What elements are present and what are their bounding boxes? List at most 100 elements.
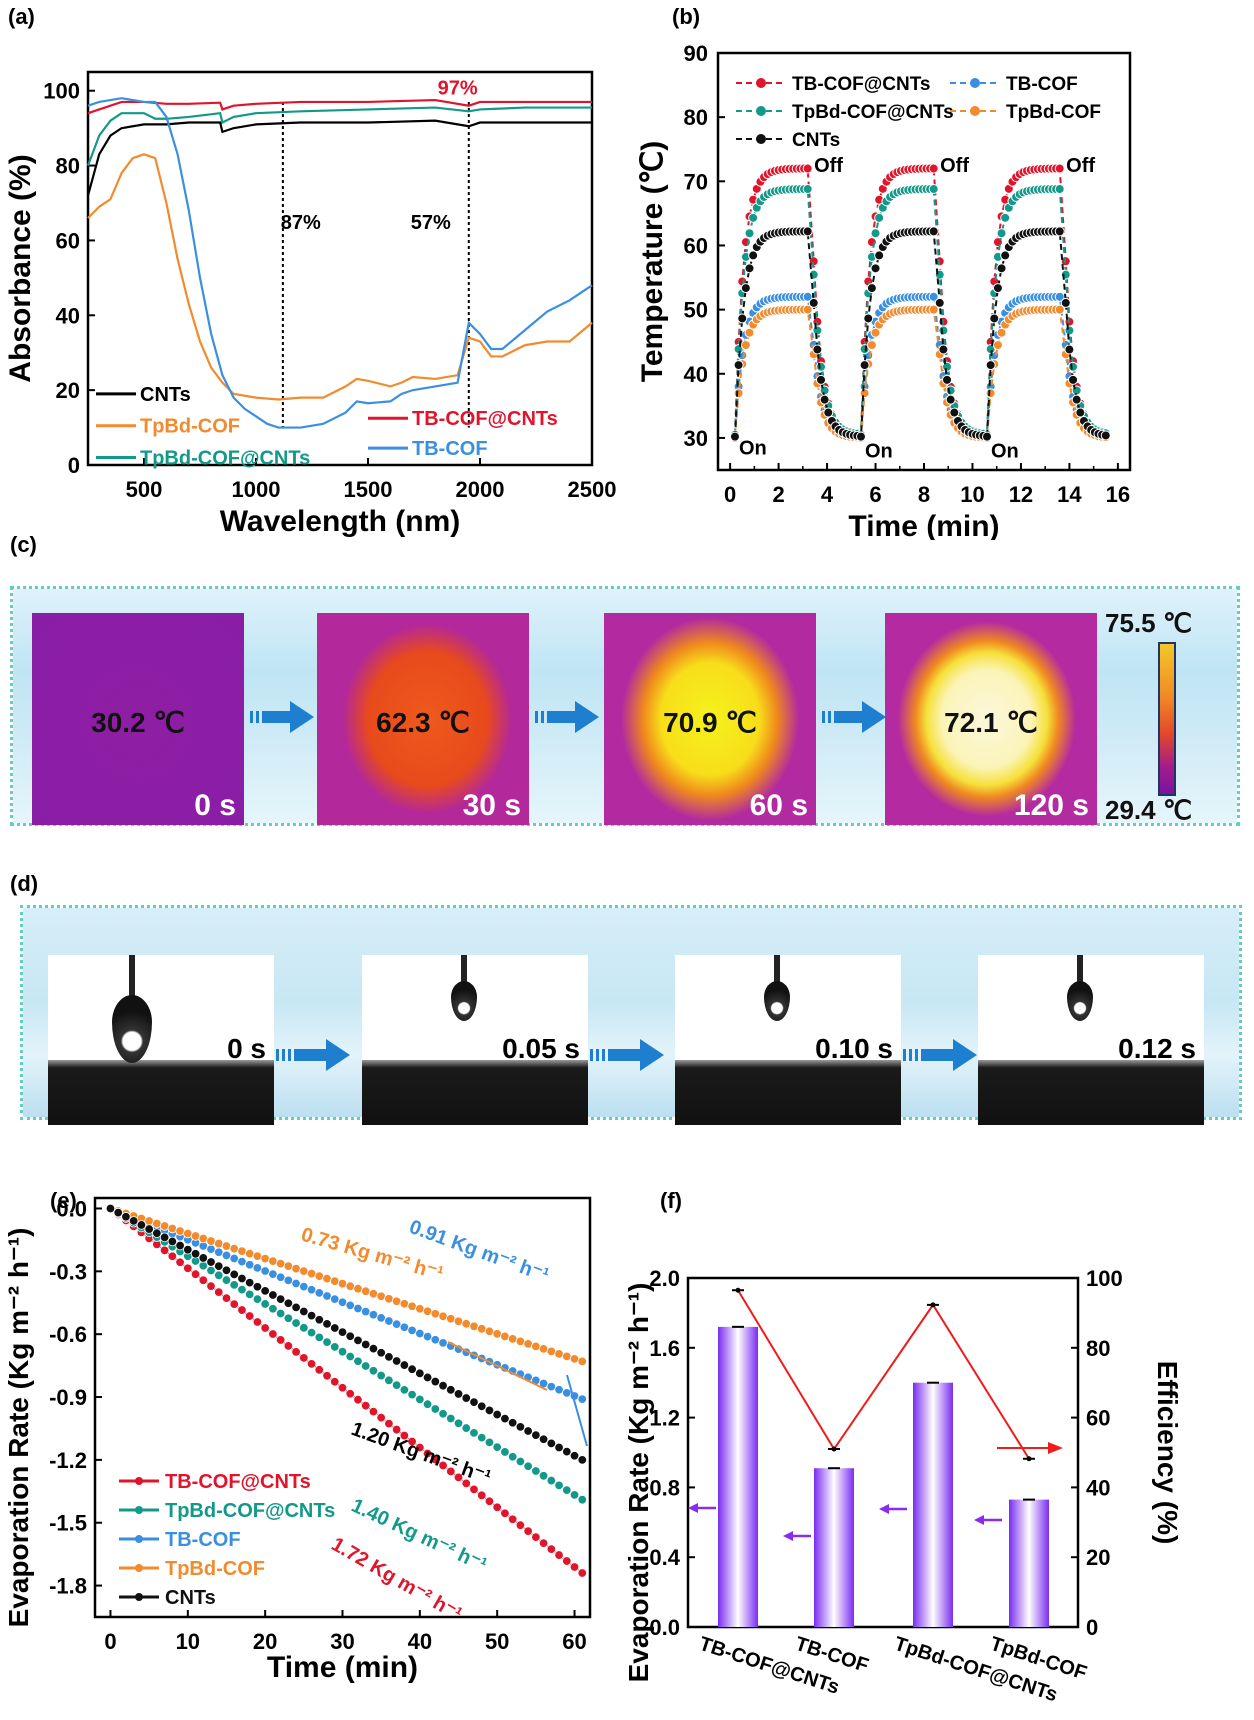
data-point-tpbd-cof-cnts [569, 1490, 580, 1500]
droplet-image: 0.12 s [978, 955, 1204, 1125]
droplet-time-label: 0.10 s [815, 1033, 893, 1064]
data-point-tb-cof-cnts [515, 1520, 526, 1530]
data-point-cnts [453, 1389, 464, 1399]
data-point-cnts [855, 431, 866, 442]
data-point-tb-cof-cnts [469, 1484, 479, 1495]
x-tick-label: 2 [772, 482, 784, 507]
data-point-tpbd-cof-cnts [515, 1456, 526, 1467]
data-point-cnts [221, 1265, 232, 1275]
data-point-tpbd-cof-cnts [361, 1361, 371, 1371]
annotation-arrow [566, 1374, 588, 1447]
data-point-tpbd-cof [538, 1344, 549, 1354]
data-point-tpbd-cof [221, 1241, 232, 1251]
data-point-cnts [577, 1455, 587, 1465]
data-point-cnts [1071, 394, 1082, 405]
data-point-cnts [945, 394, 956, 405]
data-point-tb-cof [1054, 291, 1065, 302]
series-line-tb-cof [733, 295, 1106, 436]
data-point-cnts [306, 1310, 317, 1321]
x-axis-label: Wavelength (nm) [220, 505, 461, 538]
data-point-tpbd-cof-cnts [275, 1308, 286, 1319]
data-point-tpbd-cof [337, 1278, 348, 1289]
data-point-tb-cof [275, 1272, 286, 1282]
data-point-cnts [531, 1430, 541, 1440]
data-point-cnts [546, 1438, 557, 1449]
data-point-tb-cof [322, 1291, 332, 1301]
data-point-cnts [538, 1434, 549, 1444]
annotation-off: Off [814, 155, 843, 177]
data-point-tb-cof-cnts [546, 1544, 557, 1554]
data-point-tpbd-cof-cnts [221, 1275, 232, 1285]
data-point-cnts [275, 1294, 286, 1304]
annotation-on: On [739, 437, 767, 459]
thermal-time-label: 120 s [1013, 789, 1089, 822]
data-point-cnts [1000, 250, 1011, 261]
y2-tick-label: 80 [1086, 1336, 1110, 1361]
data-point-tb-cof-cnts [268, 1329, 278, 1339]
thermal-image: 70.9 ℃ 60 s [604, 613, 816, 825]
data-point-tb-cof-cnts [531, 1532, 541, 1542]
data-point-tpbd-cof [531, 1341, 541, 1352]
data-point-tb-cof-cnts [492, 1502, 502, 1512]
data-point-cnts [121, 1212, 131, 1222]
data-point-cnts [729, 431, 740, 442]
y-tick-label: 80 [56, 154, 80, 179]
y2-tick-label: 100 [1086, 1266, 1123, 1291]
data-point-cnts [812, 344, 823, 355]
data-point-tb-cof [407, 1325, 417, 1336]
data-point-tpbd-cof-cnts [353, 1356, 363, 1366]
data-point-tpbd-cof [740, 340, 751, 351]
data-point-tpbd-cof [507, 1334, 518, 1344]
right-arrow-icon [822, 701, 886, 733]
data-point-cnts [314, 1315, 324, 1325]
data-point-tb-cof-cnts [399, 1430, 410, 1441]
data-point-tb-cof-cnts [361, 1400, 371, 1411]
x-tick-label: 1000 [232, 477, 281, 502]
panel-label-f: (f) [660, 1188, 682, 1213]
data-point-cnts [989, 313, 1000, 324]
x-tick-label: 6 [869, 482, 881, 507]
data-point-tb-cof [802, 291, 813, 302]
data-point-tpbd-cof-cnts [1000, 212, 1011, 223]
data-point-tb-cof-cnts [484, 1496, 495, 1506]
data-point-tpbd-cof [353, 1284, 363, 1294]
data-point-tpbd-cof-cnts [744, 228, 755, 239]
category-label: TpBd-COF@CNTs [891, 1633, 1060, 1707]
data-point-tb-cof-cnts [221, 1293, 232, 1303]
data-point-tb-cof [252, 1263, 263, 1273]
data-point-tpbd-cof-cnts [546, 1475, 557, 1486]
data-point-tpbd-cof-cnts [577, 1494, 587, 1505]
data-point-tpbd-cof [183, 1228, 193, 1239]
data-point-tpbd-cof-cnts [484, 1437, 495, 1448]
data-point-tpbd-cof-cnts [206, 1265, 216, 1276]
data-point-tb-cof-cnts [252, 1317, 263, 1327]
water-droplet [1066, 981, 1093, 1021]
y2-tick-label: 0 [1086, 1615, 1098, 1640]
data-point-cnts [283, 1298, 294, 1308]
data-point-tb-cof [368, 1310, 379, 1320]
data-point-tb-cof-cnts [407, 1436, 417, 1447]
data-point-cnts [376, 1348, 386, 1358]
series-line-tpbd-cof [733, 308, 1106, 440]
data-point-tpbd-cof-cnts [407, 1389, 417, 1400]
legend-label: TpBd-COF@CNTs [165, 1500, 335, 1522]
data-point-tpbd-cof [198, 1233, 208, 1244]
y-tick-label: 50 [684, 298, 708, 323]
data-point-tb-cof-cnts [229, 1299, 239, 1309]
data-point-cnts [874, 250, 885, 261]
data-point-tpbd-cof-cnts [306, 1327, 317, 1338]
data-point-tpbd-cof [928, 304, 939, 315]
thermal-image: 72.1 ℃ 120 s [885, 613, 1097, 825]
data-point-tpbd-cof-cnts [214, 1270, 224, 1281]
data-point-tb-cof-cnts [167, 1251, 178, 1261]
data-point-tpbd-cof [368, 1289, 379, 1299]
data-point-tpbd-cof-cnts [260, 1299, 270, 1309]
data-point-tpbd-cof-cnts [345, 1351, 355, 1362]
data-point-tpbd-cof-cnts [268, 1304, 278, 1314]
water-droplet [763, 981, 790, 1021]
data-point-tpbd-cof [577, 1356, 587, 1367]
data-point-tpbd-cof-cnts [198, 1261, 208, 1271]
data-point-tb-cof-cnts [802, 163, 813, 174]
y-tick-label: 0.0 [649, 1615, 680, 1640]
y-tick-label: 90 [684, 41, 708, 66]
